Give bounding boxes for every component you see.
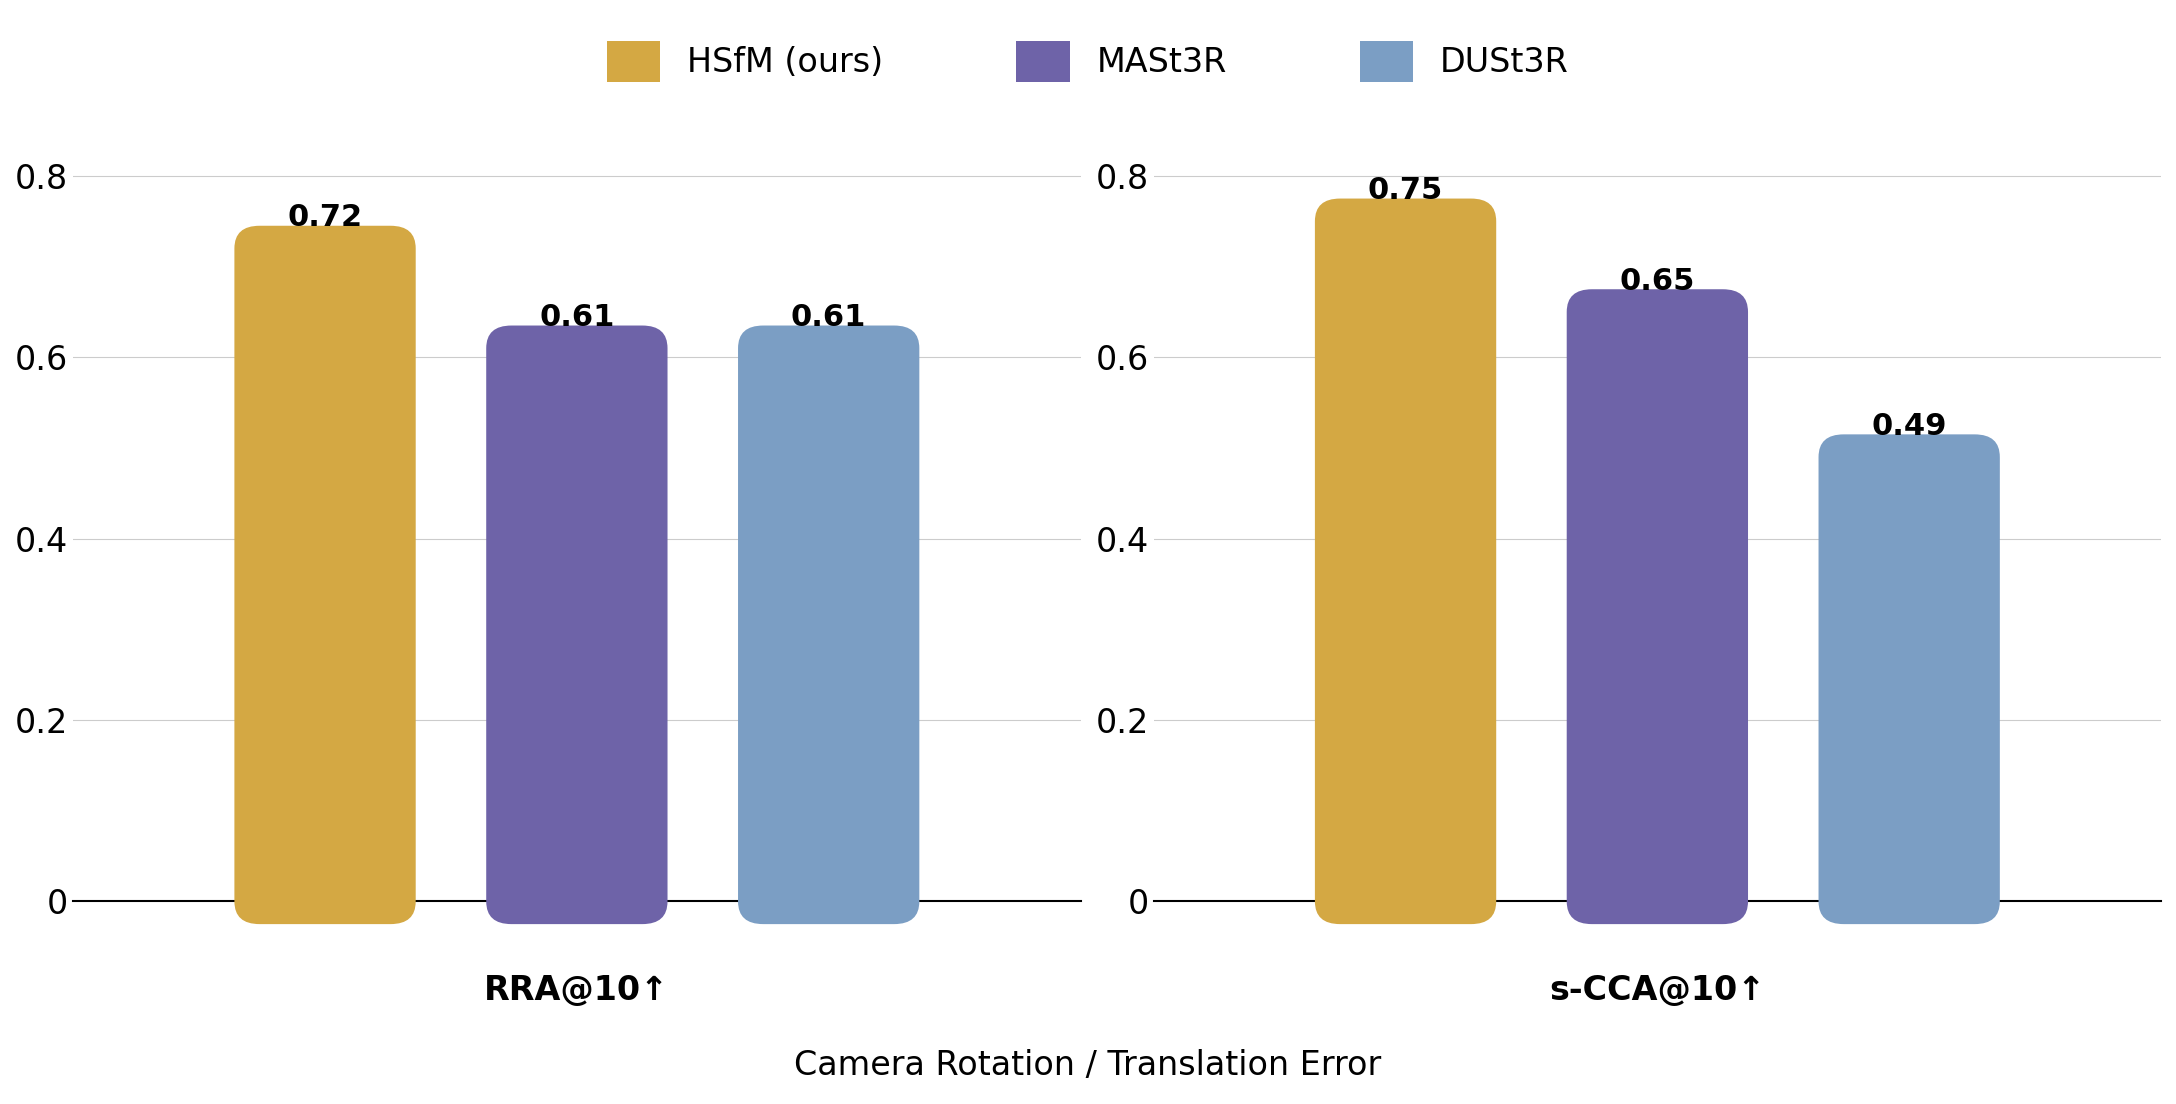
Text: s-CCA@10↑: s-CCA@10↑ [1549,974,1765,1007]
FancyBboxPatch shape [738,326,918,924]
Legend: HSfM (ours), MASt3R, DUSt3R: HSfM (ours), MASt3R, DUSt3R [594,28,1582,95]
Text: RRA@10↑: RRA@10↑ [485,974,670,1007]
Text: Camera Rotation / Translation Error: Camera Rotation / Translation Error [794,1049,1382,1082]
FancyBboxPatch shape [1314,199,1497,924]
Text: 0.72: 0.72 [287,203,363,232]
Text: 0.61: 0.61 [540,302,614,332]
FancyBboxPatch shape [1819,434,2000,924]
FancyBboxPatch shape [235,225,416,924]
Text: 0.75: 0.75 [1369,176,1443,205]
Text: 0.61: 0.61 [792,302,866,332]
Text: 0.65: 0.65 [1619,266,1695,296]
FancyBboxPatch shape [1567,289,1747,924]
Text: 0.49: 0.49 [1871,412,1948,440]
FancyBboxPatch shape [485,326,668,924]
